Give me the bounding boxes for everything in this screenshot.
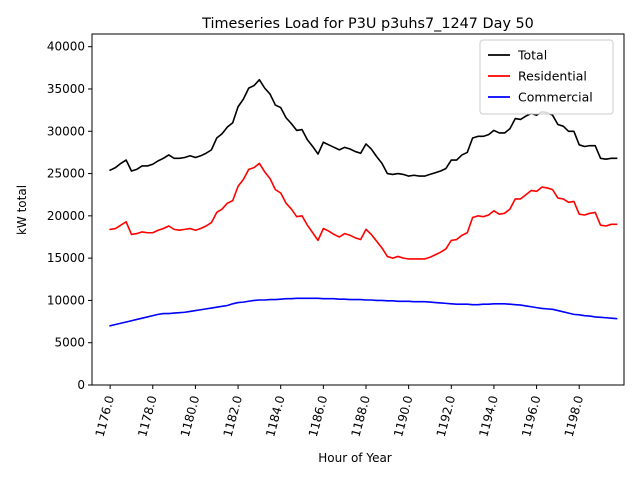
series-line-residential xyxy=(109,162,618,260)
y-tick-label: 35000 xyxy=(47,82,85,96)
y-tick-label: 0 xyxy=(77,378,85,392)
legend-label: Commercial xyxy=(518,90,593,105)
legend-frame xyxy=(479,39,614,115)
y-tick-label: 10000 xyxy=(47,293,85,307)
legend-label: Total xyxy=(517,48,547,63)
y-tick-label: 30000 xyxy=(47,124,85,138)
y-tick-label: 40000 xyxy=(47,40,85,54)
y-tick-label: 20000 xyxy=(47,209,85,223)
legend: Total Residential Commercial xyxy=(479,39,614,115)
plot-frame xyxy=(91,33,625,386)
y-axis: 0 5000 10000 15000 20000 25000 30000 35000 40000 xyxy=(47,40,92,392)
chart-title: Timeseries Load for P3U p3uhs7_1247 Day … xyxy=(201,16,534,32)
x-axis-label: Hour of Year xyxy=(318,451,392,465)
y-tick-label: 15000 xyxy=(47,251,85,265)
y-tick-label: 5000 xyxy=(54,336,85,350)
y-axis-label: kW total xyxy=(15,185,29,235)
series-line-commercial xyxy=(109,297,618,327)
legend-label: Residential xyxy=(518,69,587,84)
y-tick-label: 25000 xyxy=(47,167,85,181)
